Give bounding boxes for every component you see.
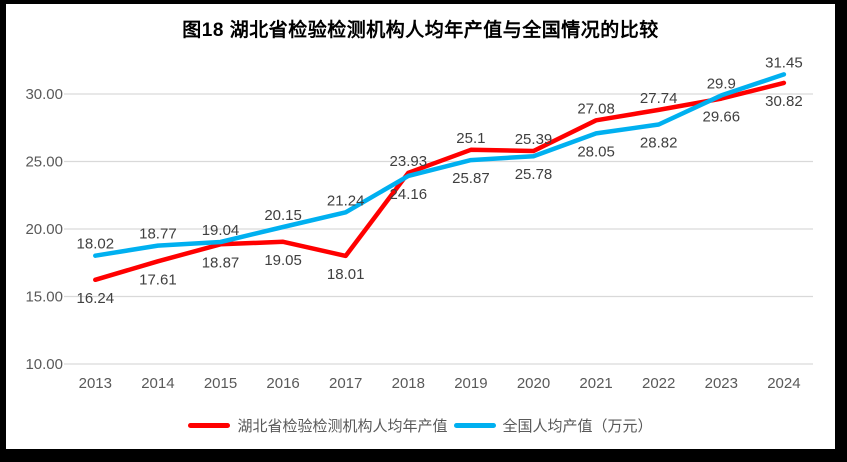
- data-label-national: 25.39: [515, 131, 553, 148]
- data-label-hubei: 16.24: [77, 290, 115, 307]
- x-axis-tick-label: 2020: [517, 375, 550, 392]
- x-axis-tick-label: 2013: [79, 375, 112, 392]
- data-label-hubei: 17.61: [139, 271, 177, 288]
- x-axis-tick-label: 2018: [392, 375, 425, 392]
- series-line-0: [93, 80, 787, 283]
- data-label-national: 25.1: [456, 130, 485, 147]
- x-axis-tick-label: 2014: [141, 375, 174, 392]
- y-axis-tick-label: 20.00: [25, 221, 63, 238]
- legend-item-hubei: 湖北省检验检测机构人均年产值: [188, 415, 448, 436]
- data-label-hubei: 29.66: [703, 109, 741, 126]
- data-label-hubei: 18.01: [327, 266, 365, 283]
- legend-item-national: 全国人均产值（万元）: [453, 415, 653, 436]
- data-label-hubei: 25.87: [452, 170, 490, 187]
- x-axis-tick-label: 2021: [579, 375, 612, 392]
- x-axis-tick-label: 2016: [266, 375, 299, 392]
- x-axis-tick-label: 2023: [705, 375, 738, 392]
- x-axis-tick-label: 2024: [767, 375, 800, 392]
- data-label-national: 18.02: [77, 236, 115, 253]
- data-label-hubei: 30.82: [765, 93, 803, 110]
- legend: 湖北省检验检测机构人均年产值 全国人均产值（万元）: [6, 415, 835, 436]
- line-chart-plot: 30.00 25.00 20.00 15.00 10.00 2013 2014 2015 201…: [25, 54, 813, 392]
- chart-title: 图18 湖北省检验检测机构人均年产值与全国情况的比较: [182, 20, 659, 41]
- y-axis-tick-label: 25.00: [25, 154, 63, 171]
- data-label-national: 29.9: [707, 75, 736, 92]
- data-label-national: 31.45: [765, 54, 803, 71]
- x-axis-tick-label: 2019: [454, 375, 487, 392]
- series-line-1: [93, 72, 787, 258]
- data-label-national: 27.74: [640, 90, 678, 107]
- data-label-hubei: 19.05: [264, 252, 302, 269]
- data-label-national: 18.77: [139, 226, 177, 243]
- data-label-national: 27.08: [577, 100, 615, 117]
- chart-canvas: 图18 湖北省检验检测机构人均年产值与全国情况的比较 30.00 25.00 20.…: [6, 4, 835, 449]
- legend-label-national: 全国人均产值（万元）: [502, 418, 653, 435]
- x-axis-tick-label: 2015: [204, 375, 237, 392]
- data-label-hubei: 28.05: [577, 143, 615, 160]
- y-axis-tick-label: 10.00: [25, 356, 63, 373]
- x-axis-tick-label: 2022: [642, 375, 675, 392]
- data-label-national: 20.15: [264, 207, 302, 224]
- legend-line-sample-hubei: [188, 423, 231, 428]
- data-label-national: 21.24: [327, 192, 365, 209]
- data-label-hubei: 18.87: [202, 254, 240, 271]
- y-axis-tick-label: 15.00: [25, 289, 63, 306]
- data-label-hubei: 24.16: [390, 186, 428, 203]
- data-label-national: 19.04: [202, 222, 240, 239]
- y-axis-tick-label: 30.00: [25, 86, 63, 103]
- data-label-hubei: 28.82: [640, 135, 678, 152]
- x-axis-tick-label: 2017: [329, 375, 362, 392]
- legend-label-hubei: 湖北省检验检测机构人均年产值: [237, 418, 448, 435]
- legend-line-sample-national: [453, 423, 496, 428]
- data-label-hubei: 25.78: [515, 166, 553, 183]
- data-label-national: 23.93: [390, 153, 428, 170]
